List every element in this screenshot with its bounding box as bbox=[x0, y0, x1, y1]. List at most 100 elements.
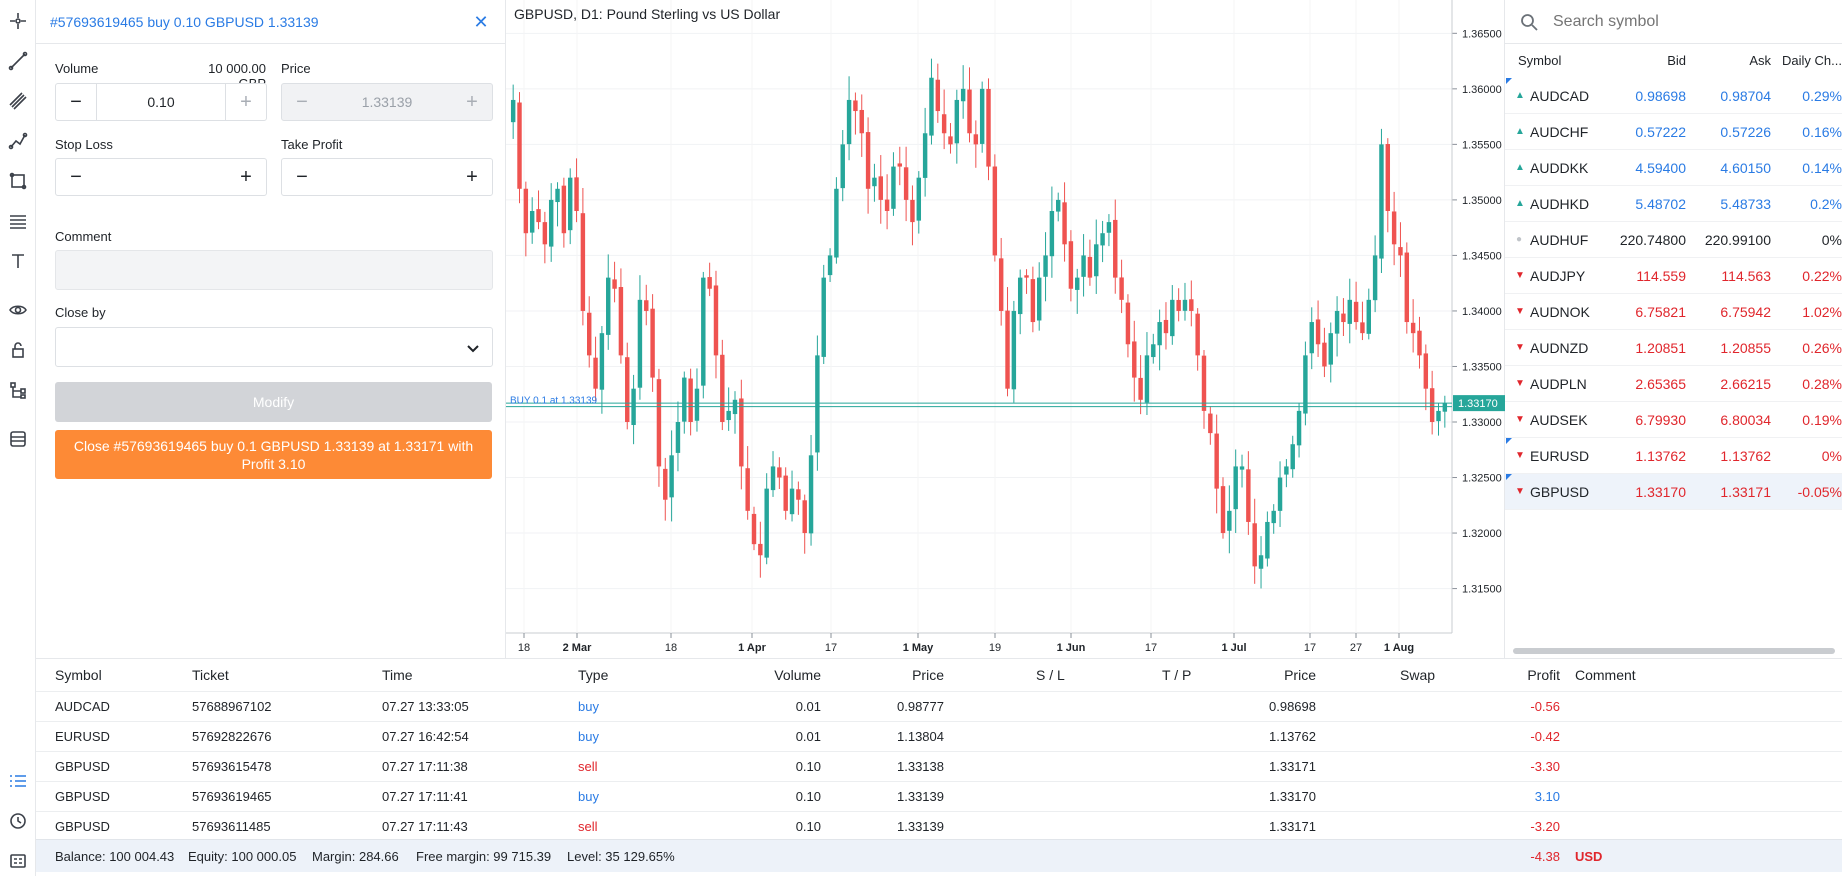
candle-body bbox=[1341, 313, 1346, 323]
levels-icon[interactable] bbox=[8, 211, 28, 231]
volume-minus-button[interactable]: − bbox=[70, 90, 82, 113]
close-position-button[interactable]: Close #57693619465 buy 0.1 GBPUSD 1.3313… bbox=[55, 430, 492, 479]
watchlist-row[interactable]: ▼ AUDSEK 6.79930 6.80034 0.19% bbox=[1505, 402, 1842, 438]
volume: 0.10 bbox=[795, 759, 821, 774]
candle-body bbox=[998, 258, 1004, 311]
volume-plus-button[interactable]: + bbox=[240, 90, 252, 113]
candle-body bbox=[821, 277, 826, 357]
comment-input[interactable] bbox=[55, 250, 493, 290]
search-input[interactable] bbox=[1553, 10, 1823, 34]
stop-loss-plus-button[interactable]: + bbox=[240, 165, 252, 188]
tree-icon[interactable] bbox=[8, 380, 28, 400]
candle-body bbox=[587, 312, 592, 356]
fibonacci-icon[interactable] bbox=[8, 131, 28, 151]
journal-icon[interactable] bbox=[8, 851, 28, 871]
line-icon[interactable] bbox=[8, 51, 28, 71]
watchlist-row[interactable]: ▲ AUDCHF 0.57222 0.57226 0.16% bbox=[1505, 114, 1842, 150]
col-swap[interactable]: Swap bbox=[1400, 667, 1436, 683]
symbol: AUDPLN bbox=[1530, 376, 1587, 392]
watchlist-row[interactable]: ▼ GBPUSD 1.33170 1.33171 -0.05% bbox=[1505, 474, 1842, 510]
bid: 1.13762 bbox=[1635, 448, 1686, 464]
stop-loss-stepper: − + bbox=[55, 158, 267, 196]
price-plus-button[interactable]: + bbox=[466, 90, 478, 113]
daily-change: 0% bbox=[1821, 448, 1842, 464]
position-row[interactable]: GBPUSD 57693619465 07.27 17:11:41 buy 0.10 1.… bbox=[36, 781, 1842, 811]
watchlist-header-bid[interactable]: Bid bbox=[1667, 53, 1686, 68]
price-minus-button[interactable]: − bbox=[296, 90, 308, 113]
close-by-select[interactable] bbox=[55, 327, 493, 367]
watchlist-scrollbar[interactable] bbox=[1513, 648, 1835, 654]
candle-body bbox=[979, 88, 985, 144]
col-symbol[interactable]: Symbol bbox=[55, 667, 102, 683]
chart-canvas[interactable]: 1.36500 1.36000 1.35500 1.35000 1.34500 1.340… bbox=[506, 0, 1505, 658]
col-comment[interactable]: Comment bbox=[1575, 667, 1636, 683]
candle-body bbox=[865, 132, 871, 189]
col-tp[interactable]: T / P bbox=[1162, 667, 1192, 683]
col-price[interactable]: Price bbox=[1284, 667, 1316, 683]
list-icon[interactable] bbox=[8, 771, 28, 791]
symbol-search[interactable] bbox=[1505, 0, 1842, 44]
candle-body bbox=[1309, 322, 1314, 354]
history-icon[interactable] bbox=[8, 811, 28, 831]
candle-body bbox=[796, 489, 801, 500]
take-profit-minus-button[interactable]: − bbox=[296, 165, 308, 188]
ask: 4.60150 bbox=[1720, 160, 1771, 176]
text-icon[interactable] bbox=[8, 251, 28, 271]
price-stepper: − 1.33139 + bbox=[281, 83, 493, 121]
candle-body bbox=[986, 88, 991, 167]
layers-icon[interactable] bbox=[8, 429, 28, 449]
candle-body bbox=[1347, 299, 1352, 324]
take-profit-input[interactable] bbox=[322, 159, 452, 195]
candle-body bbox=[853, 100, 858, 112]
ask: 5.48733 bbox=[1720, 196, 1771, 212]
candle-body bbox=[878, 176, 883, 200]
col-ticket[interactable]: Ticket bbox=[192, 667, 229, 683]
rectangle-icon[interactable] bbox=[8, 171, 28, 191]
y-tick-label: 1.36500 bbox=[1462, 28, 1502, 40]
col-profit[interactable]: Profit bbox=[1527, 667, 1560, 683]
col-open-price[interactable]: Price bbox=[912, 667, 944, 683]
eye-icon[interactable] bbox=[8, 300, 28, 320]
position-row[interactable]: GBPUSD 57693611485 07.27 17:11:43 sell 0.10 1… bbox=[36, 811, 1842, 841]
position-row[interactable]: GBPUSD 57693615478 07.27 17:11:38 sell 0.10 1… bbox=[36, 751, 1842, 781]
volume-input[interactable]: 0.10 bbox=[147, 94, 175, 110]
col-type[interactable]: Type bbox=[578, 667, 609, 683]
candle-body bbox=[916, 177, 922, 221]
position-row[interactable]: AUDCAD 57688967102 07.27 13:33:05 buy 0.01 0.… bbox=[36, 691, 1842, 721]
y-tick-label: 1.35500 bbox=[1462, 139, 1502, 151]
modify-button[interactable]: Modify bbox=[55, 382, 492, 422]
col-time[interactable]: Time bbox=[382, 667, 413, 683]
stop-loss-input[interactable] bbox=[96, 159, 226, 195]
price-input[interactable]: 1.33139 bbox=[361, 94, 413, 110]
watchlist-row[interactable]: ▲ AUDCAD 0.98698 0.98704 0.29% bbox=[1505, 78, 1842, 114]
candle-body bbox=[663, 468, 668, 500]
price-chart[interactable]: 1.36500 1.36000 1.35500 1.35000 1.34500 1.340… bbox=[506, 0, 1505, 658]
watchlist-row[interactable]: ▼ EURUSD 1.13762 1.13762 0% bbox=[1505, 438, 1842, 474]
watchlist-row[interactable]: ● AUDHUF 220.74800 220.99100 0% bbox=[1505, 222, 1842, 258]
crosshair-icon[interactable] bbox=[8, 11, 28, 31]
watchlist-header-change[interactable]: Daily Ch... bbox=[1782, 53, 1842, 68]
watchlist-row[interactable]: ▼ AUDNOK 6.75821 6.75942 1.02% bbox=[1505, 294, 1842, 330]
time: 07.27 17:11:43 bbox=[382, 819, 468, 834]
close-icon[interactable]: ✕ bbox=[473, 12, 489, 32]
channel-icon[interactable] bbox=[8, 91, 28, 111]
col-volume[interactable]: Volume bbox=[774, 667, 821, 683]
candle-body bbox=[910, 199, 915, 223]
candle-body bbox=[1353, 301, 1359, 323]
take-profit-plus-button[interactable]: + bbox=[466, 165, 478, 188]
watchlist-row[interactable]: ▲ AUDHKD 5.48702 5.48733 0.2% bbox=[1505, 186, 1842, 222]
watchlist-row[interactable]: ▼ AUDNZD 1.20851 1.20855 0.26% bbox=[1505, 330, 1842, 366]
position-row[interactable]: EURUSD 57692822676 07.27 16:42:54 buy 0.01 1.… bbox=[36, 721, 1842, 751]
watchlist-header-ask[interactable]: Ask bbox=[1749, 53, 1771, 68]
stop-loss-minus-button[interactable]: − bbox=[70, 165, 82, 188]
bid: 1.20851 bbox=[1635, 340, 1686, 356]
col-sl[interactable]: S / L bbox=[1036, 667, 1065, 683]
profit: -0.56 bbox=[1530, 699, 1560, 714]
lock-icon[interactable] bbox=[8, 340, 28, 360]
watchlist-row[interactable]: ▼ AUDJPY 114.559 114.563 0.22% bbox=[1505, 258, 1842, 294]
candle-body bbox=[1182, 299, 1188, 311]
watchlist-header-symbol[interactable]: Symbol bbox=[1518, 53, 1562, 68]
watchlist-row[interactable]: ▲ AUDDKK 4.59400 4.60150 0.14% bbox=[1505, 150, 1842, 186]
candle-body bbox=[688, 378, 693, 422]
watchlist-row[interactable]: ▼ AUDPLN 2.65365 2.66215 0.28% bbox=[1505, 366, 1842, 402]
